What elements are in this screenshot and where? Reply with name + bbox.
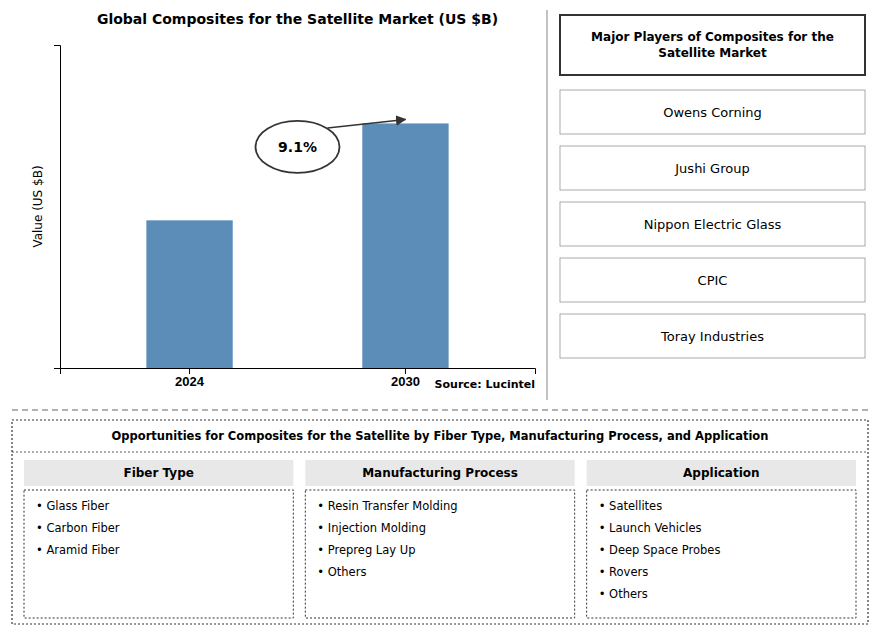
side-panel-box <box>560 258 865 302</box>
x-axis-line <box>61 369 536 375</box>
side-panel-box <box>560 146 865 190</box>
column-item: • Carbon Fiber <box>36 521 120 535</box>
side-panel-box <box>560 90 865 134</box>
column-item: • Prepreg Lay Up <box>317 543 415 557</box>
x-tick-mark <box>405 368 406 374</box>
column-header-box <box>24 460 293 486</box>
side-panel-item: Nippon Electric Glass <box>644 217 782 232</box>
side-panel-title-box <box>560 15 865 75</box>
column-item: • Others <box>317 565 366 579</box>
column-item: • Injection Molding <box>317 521 426 535</box>
column-header: Manufacturing Process <box>362 466 518 480</box>
side-panel-item: Owens Corning <box>663 105 762 120</box>
column-item: • Rovers <box>599 565 649 579</box>
column-header-box <box>587 460 856 486</box>
bottom-panel-title: Opportunities for Composites for the Sat… <box>112 429 769 443</box>
side-panel-box <box>560 202 865 246</box>
plot-area <box>146 123 448 368</box>
column-item: • Aramid Fiber <box>36 543 120 557</box>
bottom-panel-rule <box>12 452 868 453</box>
column-item: • Resin Transfer Molding <box>317 499 457 513</box>
column-header: Fiber Type <box>123 466 193 480</box>
side-panel-title: Major Players of Composites for theSatel… <box>591 30 834 60</box>
y-axis-line <box>54 46 61 369</box>
bar <box>146 220 232 368</box>
column-items-box <box>587 490 856 618</box>
x-tick: 2030 <box>391 368 420 389</box>
vertical-divider <box>546 10 547 400</box>
x-tick-mark <box>189 368 190 374</box>
side-panel-box <box>560 314 865 358</box>
title: Global Composites for the Satellite Mark… <box>97 11 498 27</box>
column-header: Application <box>683 466 760 480</box>
cagr-label: 9.1% <box>278 139 317 155</box>
source: Source: Lucintel <box>435 378 535 391</box>
column-item: • Launch Vehicles <box>599 521 702 535</box>
column-items-box <box>305 490 574 618</box>
side-panel-item: Toray Industries <box>660 329 764 344</box>
x-tick-label: 2024 <box>175 374 205 389</box>
column-header-box <box>305 460 574 486</box>
chart: Global Composites for the Satellite Mark… <box>0 0 880 632</box>
side-panel-item: CPIC <box>698 273 728 288</box>
x-tick-label: 2030 <box>391 374 420 389</box>
column-item: • Glass Fiber <box>36 499 110 513</box>
horizontal-divider <box>12 409 868 411</box>
y-axis-title: Value (US $B) <box>31 165 45 247</box>
side-panel-item: Jushi Group <box>674 161 749 176</box>
y-axis <box>54 46 61 369</box>
x-tick: 2024 <box>175 368 205 389</box>
cagr-arrow <box>328 119 406 127</box>
column-item: • Satellites <box>599 499 663 513</box>
column-item: • Others <box>599 587 648 601</box>
column-items-box <box>24 490 293 618</box>
bar <box>362 123 448 368</box>
column-item: • Deep Space Probes <box>599 543 721 557</box>
bottom-panel-box <box>12 420 868 624</box>
cagr-ellipse <box>256 121 340 173</box>
